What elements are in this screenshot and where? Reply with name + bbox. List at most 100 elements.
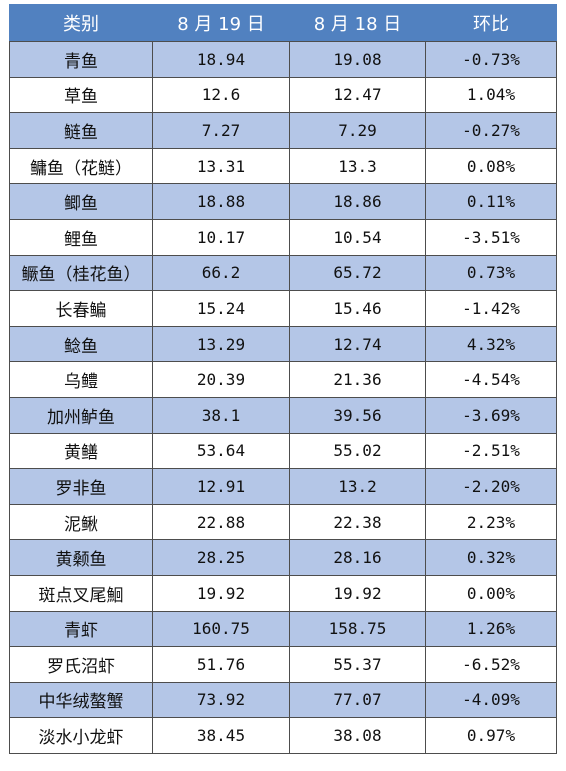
table-row: 斑点叉尾鮰 19.92 19.92 0.00% [9,574,557,612]
cell-change: -6.52% [425,646,557,683]
table-row: 罗氏沼虾 51.76 55.37 -6.52% [9,646,557,683]
cell-change: 2.23% [425,503,557,541]
cell-aug19-price: 38.45 [152,717,290,754]
cell-aug18-price: 13.3 [289,147,426,185]
cell-change: -4.54% [425,361,557,398]
cell-category: 乌鳢 [9,361,153,398]
cell-aug18-price: 12.47 [289,76,426,114]
table-row: 罗非鱼 12.91 13.2 -2.20% [9,468,557,505]
header-row: 类别 8 月 19 日 8 月 18 日 环比 [9,4,557,42]
cell-change: 0.08% [425,147,557,185]
cell-change: -4.09% [425,681,557,719]
cell-category: 鲶鱼 [9,325,153,363]
cell-category: 加州鲈鱼 [9,396,153,434]
cell-aug19-price: 73.92 [152,681,290,719]
cell-change: -2.51% [425,432,557,470]
header-change: 环比 [425,4,557,42]
cell-category: 中华绒螯蟹 [9,681,153,719]
cell-category: 青鱼 [9,41,153,78]
cell-change: -0.73% [425,41,557,78]
table-row: 鲫鱼 18.88 18.86 0.11% [9,183,557,220]
cell-aug19-price: 15.24 [152,290,290,327]
cell-change: 1.26% [425,610,557,648]
cell-category: 鳜鱼（桂花鱼） [9,254,153,292]
cell-category: 黄鳝 [9,432,153,470]
table-row: 草鱼 12.6 12.47 1.04% [9,76,557,114]
cell-aug19-price: 160.75 [152,610,290,648]
cell-aug19-price: 20.39 [152,361,290,398]
price-table-container: 类别 8 月 19 日 8 月 18 日 环比 青鱼 18.94 19.08 -0.7… [9,4,557,754]
cell-category: 淡水小龙虾 [9,717,153,754]
cell-aug19-price: 18.88 [152,183,290,220]
table-row: 青鱼 18.94 19.08 -0.73% [9,41,557,78]
table-row: 淡水小龙虾 38.45 38.08 0.97% [9,717,557,754]
cell-aug19-price: 53.64 [152,432,290,470]
table-row: 鲶鱼 13.29 12.74 4.32% [9,325,557,363]
cell-category: 斑点叉尾鮰 [9,574,153,612]
cell-aug18-price: 10.54 [289,218,426,256]
cell-aug18-price: 19.92 [289,574,426,612]
cell-aug19-price: 66.2 [152,254,290,292]
price-table: 类别 8 月 19 日 8 月 18 日 环比 青鱼 18.94 19.08 -0.7… [9,4,557,754]
cell-aug18-price: 12.74 [289,325,426,363]
cell-aug19-price: 12.91 [152,468,290,505]
cell-aug19-price: 22.88 [152,503,290,541]
cell-category: 罗非鱼 [9,468,153,505]
table-row: 中华绒螯蟹 73.92 77.07 -4.09% [9,681,557,719]
header-aug18: 8 月 18 日 [289,4,426,42]
cell-change: -0.27% [425,112,557,149]
cell-change: -3.69% [425,396,557,434]
cell-aug19-price: 13.31 [152,147,290,185]
cell-category: 罗氏沼虾 [9,646,153,683]
table-row: 黄鳝 53.64 55.02 -2.51% [9,432,557,470]
table-row: 长春鳊 15.24 15.46 -1.42% [9,290,557,327]
cell-aug18-price: 158.75 [289,610,426,648]
table-row: 鳙鱼（花鲢） 13.31 13.3 0.08% [9,147,557,185]
cell-aug18-price: 77.07 [289,681,426,719]
cell-aug18-price: 19.08 [289,41,426,78]
cell-change: 0.00% [425,574,557,612]
cell-aug19-price: 13.29 [152,325,290,363]
cell-category: 长春鳊 [9,290,153,327]
table-row: 泥鳅 22.88 22.38 2.23% [9,503,557,541]
cell-aug19-price: 51.76 [152,646,290,683]
cell-aug19-price: 19.92 [152,574,290,612]
table-row: 加州鲈鱼 38.1 39.56 -3.69% [9,396,557,434]
cell-aug18-price: 18.86 [289,183,426,220]
cell-change: 0.32% [425,539,557,576]
table-row: 青虾 160.75 158.75 1.26% [9,610,557,648]
cell-aug19-price: 12.6 [152,76,290,114]
cell-aug19-price: 38.1 [152,396,290,434]
header-aug19: 8 月 19 日 [152,4,290,42]
cell-aug18-price: 28.16 [289,539,426,576]
cell-change: 0.73% [425,254,557,292]
cell-aug18-price: 22.38 [289,503,426,541]
cell-aug19-price: 10.17 [152,218,290,256]
cell-change: 4.32% [425,325,557,363]
cell-aug19-price: 18.94 [152,41,290,78]
table-row: 乌鳢 20.39 21.36 -4.54% [9,361,557,398]
cell-category: 鲤鱼 [9,218,153,256]
cell-change: 0.97% [425,717,557,754]
table-row: 鲤鱼 10.17 10.54 -3.51% [9,218,557,256]
cell-category: 黄颡鱼 [9,539,153,576]
table-header: 类别 8 月 19 日 8 月 18 日 环比 [9,4,557,42]
cell-aug18-price: 15.46 [289,290,426,327]
cell-aug18-price: 7.29 [289,112,426,149]
cell-aug18-price: 13.2 [289,468,426,505]
cell-category: 泥鳅 [9,503,153,541]
cell-category: 青虾 [9,610,153,648]
cell-aug18-price: 55.02 [289,432,426,470]
cell-aug18-price: 65.72 [289,254,426,292]
cell-change: -1.42% [425,290,557,327]
cell-category: 鲢鱼 [9,112,153,149]
table-row: 黄颡鱼 28.25 28.16 0.32% [9,539,557,576]
cell-aug18-price: 55.37 [289,646,426,683]
cell-change: 1.04% [425,76,557,114]
cell-change: -3.51% [425,218,557,256]
cell-category: 草鱼 [9,76,153,114]
cell-change: -2.20% [425,468,557,505]
table-row: 鲢鱼 7.27 7.29 -0.27% [9,112,557,149]
cell-aug18-price: 21.36 [289,361,426,398]
cell-category: 鲫鱼 [9,183,153,220]
